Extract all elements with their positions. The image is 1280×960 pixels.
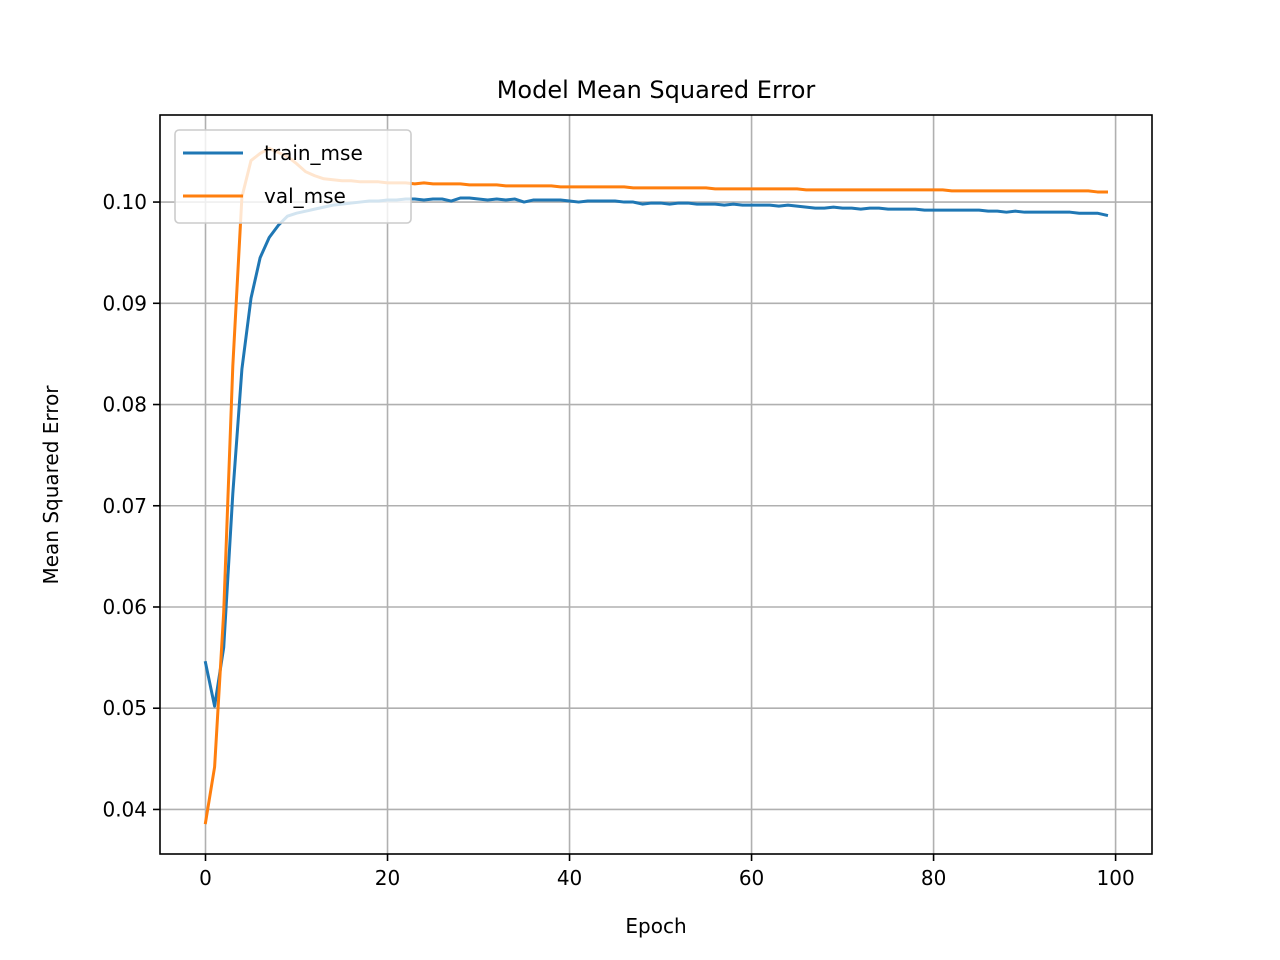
x-tick-label: 60 [739,866,764,890]
x-tick-label: 100 [1097,866,1135,890]
x-tick-label: 80 [921,866,946,890]
y-tick-label: 0.08 [102,393,147,417]
legend-label-val-mse: val_mse [264,184,346,208]
y-tick-label: 0.05 [102,696,147,720]
chart-title: Model Mean Squared Error [497,76,816,104]
axis-ticks: 0 20 40 60 80 100 0.04 0.05 0.06 0.07 0.08 0.09 0.10 [102,190,1134,890]
y-axis-label: Mean Squared Error [39,385,63,585]
plot-frame [159,114,1153,855]
x-tick-label: 40 [557,866,582,890]
y-tick-label: 0.04 [102,797,147,821]
y-tick-label: 0.09 [102,291,147,315]
grid-lines [160,115,1152,854]
legend-label-train-mse: train_mse [264,141,363,165]
y-tick-label: 0.10 [102,190,147,214]
y-tick-label: 0.06 [102,595,147,619]
x-tick-label: 0 [199,866,212,890]
y-tick-label: 0.07 [102,494,147,518]
legend: train_mse val_mse [174,129,412,224]
x-tick-label: 20 [375,866,400,890]
x-axis-label: Epoch [625,914,686,938]
